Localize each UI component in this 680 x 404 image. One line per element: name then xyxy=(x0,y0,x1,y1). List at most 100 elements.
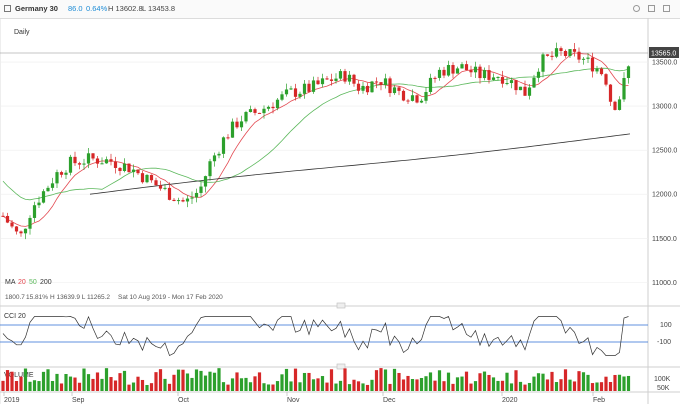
price-change: 86.0 xyxy=(68,4,83,13)
volume-tick-50k: 50K xyxy=(657,385,670,392)
cci-line xyxy=(2,315,629,356)
session-low: L 13453.8 xyxy=(142,4,176,13)
candle-body xyxy=(82,163,86,165)
candle-body xyxy=(568,49,572,57)
time-tick-label: Dec xyxy=(383,397,396,404)
volume-bar xyxy=(91,378,95,391)
candle-body xyxy=(59,172,64,175)
volume-bar xyxy=(68,376,73,391)
volume-bar xyxy=(568,379,572,391)
volume-bar xyxy=(190,377,194,391)
candle-body xyxy=(613,101,617,110)
volume-bar xyxy=(199,370,203,391)
candle-body xyxy=(311,80,316,92)
candle-body xyxy=(91,153,95,159)
volume-bar xyxy=(581,372,586,391)
candle-body xyxy=(136,169,140,174)
candle-body xyxy=(154,180,158,186)
candle-body xyxy=(226,137,230,139)
ma-200-line xyxy=(89,133,631,195)
candle-body xyxy=(451,65,455,74)
candle-body xyxy=(415,95,419,103)
candle-body xyxy=(185,198,190,202)
volume-bar xyxy=(266,384,271,391)
chart-header: Germany 30 86.0 0.64% H 13602.8 L 13453.… xyxy=(0,0,680,19)
candle-body xyxy=(500,76,505,84)
expand-icon[interactable] xyxy=(4,5,11,12)
volume-bar xyxy=(491,377,496,391)
volume-bar xyxy=(235,372,239,391)
candle-body xyxy=(176,200,181,202)
volume-bar xyxy=(622,376,626,391)
ma-50-line xyxy=(2,67,629,201)
volume-bar xyxy=(275,381,280,391)
close-icon[interactable] xyxy=(648,5,655,12)
candle-body xyxy=(307,83,311,92)
candle-body xyxy=(343,71,347,82)
time-tick-label: Feb xyxy=(593,397,605,404)
volume-bar xyxy=(100,378,104,391)
candle-body xyxy=(455,68,460,74)
candle-body xyxy=(5,215,10,223)
volume-bar xyxy=(163,378,167,391)
volume-bar xyxy=(320,376,325,391)
volume-bar xyxy=(397,372,401,391)
candle-body xyxy=(239,121,244,128)
candle-body xyxy=(532,77,536,88)
candle-body xyxy=(419,100,424,103)
volume-bar xyxy=(415,379,419,391)
maximize-icon[interactable] xyxy=(663,5,670,12)
current-price-box xyxy=(649,47,679,58)
candle-body xyxy=(131,169,136,173)
candle-body xyxy=(257,112,262,114)
candle-body xyxy=(77,163,82,165)
time-tick-label: Oct xyxy=(178,397,189,404)
volume-bar xyxy=(392,368,397,391)
volume-bars xyxy=(1,368,631,391)
volume-bar xyxy=(361,383,365,391)
candle-body xyxy=(172,199,176,202)
time-axis: 2019 Sep Oct Nov Dec 2020 Feb xyxy=(3,392,605,404)
volume-bar xyxy=(194,369,199,391)
volume-bar xyxy=(73,377,77,391)
volume-bar xyxy=(19,376,23,391)
panel-resize-handle[interactable] xyxy=(336,302,346,309)
volume-bar xyxy=(577,371,581,391)
candle-body xyxy=(316,80,320,85)
volume-bar xyxy=(559,379,563,391)
volume-bar xyxy=(595,382,599,391)
price-axis: 13500.0 13000.0 12500.0 12000.0 11500.0 11000… xyxy=(0,60,677,287)
volume-bar xyxy=(127,384,131,391)
candle-body xyxy=(334,78,338,81)
volume-bar xyxy=(401,379,406,391)
volume-bar xyxy=(460,376,464,391)
volume-bar xyxy=(221,382,226,391)
candle-body xyxy=(536,71,541,78)
candle-body xyxy=(514,80,518,91)
candlesticks xyxy=(1,42,631,240)
candle-body xyxy=(356,83,361,91)
candle-body xyxy=(275,99,280,109)
moving-averages xyxy=(2,52,631,227)
volume-label: VOLUME xyxy=(4,372,34,379)
candle-body xyxy=(140,173,145,183)
cci-tick-minus-100: -100 xyxy=(657,339,671,346)
candle-body xyxy=(379,82,383,86)
price-tick-label: 12000.0 xyxy=(652,192,677,199)
volume-bar xyxy=(64,374,68,391)
volume-bar xyxy=(140,379,145,391)
volume-bar xyxy=(104,368,109,391)
panel-resize-handle[interactable] xyxy=(336,363,346,370)
volume-bar xyxy=(383,369,388,391)
candle-body xyxy=(293,88,298,97)
candle-body xyxy=(194,192,199,198)
candle-body xyxy=(158,185,163,189)
candle-body xyxy=(167,187,172,200)
candle-body xyxy=(221,137,226,154)
volume-bar xyxy=(523,384,527,391)
candle-body xyxy=(217,153,221,156)
volume-bar xyxy=(167,383,172,391)
settings-icon[interactable] xyxy=(633,5,640,12)
candle-body xyxy=(599,68,604,75)
volume-bar xyxy=(496,380,500,391)
